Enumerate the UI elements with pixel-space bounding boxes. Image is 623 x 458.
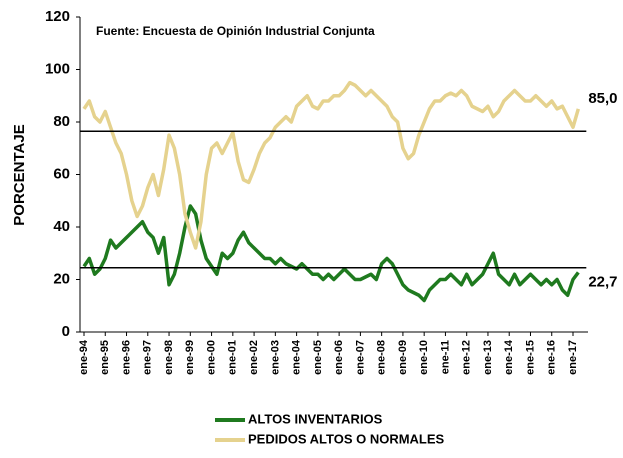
y-tick-label: 80 — [53, 113, 70, 130]
x-tick-label: ene-01 — [227, 340, 239, 375]
x-tick-label: ene-03 — [269, 340, 281, 375]
legend-label: PEDIDOS ALTOS O NORMALES — [248, 431, 445, 446]
x-tick-label: ene-05 — [312, 340, 324, 375]
x-tick-label: ene-00 — [205, 340, 217, 375]
end-label: 22,7 — [588, 273, 617, 290]
x-tick-label: ene-13 — [482, 340, 494, 375]
x-tick-label: ene-07 — [354, 340, 366, 375]
x-tick-label: ene-96 — [120, 340, 132, 375]
y-tick-label: 120 — [45, 8, 70, 25]
x-tick-label: ene-04 — [291, 339, 303, 375]
x-tick-label: ene-06 — [333, 340, 345, 375]
y-tick-label: 60 — [53, 165, 70, 182]
x-tick-label: ene-10 — [418, 340, 430, 375]
x-tick-label: ene-12 — [461, 340, 473, 375]
x-tick-label: ene-95 — [99, 340, 111, 375]
y-tick-label: 100 — [45, 60, 70, 77]
y-axis-label: PORCENTAJE — [11, 124, 28, 225]
series-line — [82, 204, 580, 303]
y-tick-label: 0 — [62, 323, 70, 340]
legend-label: ALTOS INVENTARIOS — [248, 411, 383, 426]
x-tick-label: ene-17 — [567, 340, 579, 375]
x-tick-label: ene-02 — [248, 340, 260, 375]
y-tick-label: 40 — [53, 218, 70, 235]
x-tick-label: ene-09 — [397, 340, 409, 375]
x-tick-label: ene-11 — [439, 340, 451, 374]
x-tick-label: ene-94 — [78, 339, 90, 375]
annotation: Fuente: Encuesta de Opinión Industrial C… — [96, 24, 375, 38]
x-tick-label: ene-16 — [546, 340, 558, 375]
x-tick-label: ene-15 — [524, 340, 536, 375]
x-tick-label: ene-14 — [503, 339, 515, 375]
x-tick-label: ene-08 — [376, 340, 388, 375]
x-tick-label: ene-99 — [184, 340, 196, 375]
end-label: 85,0 — [588, 90, 617, 107]
x-tick-label: ene-97 — [142, 340, 154, 375]
y-tick-label: 20 — [53, 270, 70, 287]
x-tick-label: ene-98 — [163, 340, 175, 375]
series-line — [82, 80, 580, 250]
